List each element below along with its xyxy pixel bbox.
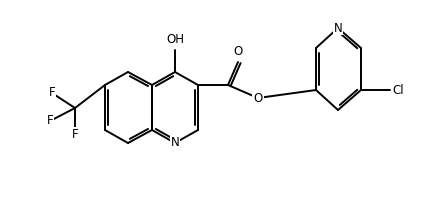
Text: F: F bbox=[47, 114, 53, 128]
Text: F: F bbox=[72, 128, 78, 141]
Text: N: N bbox=[171, 136, 179, 149]
Text: OH: OH bbox=[166, 33, 184, 46]
Text: Cl: Cl bbox=[392, 84, 404, 96]
Text: N: N bbox=[334, 22, 342, 34]
Text: O: O bbox=[233, 45, 243, 58]
Text: O: O bbox=[253, 91, 263, 105]
Text: F: F bbox=[49, 87, 55, 100]
